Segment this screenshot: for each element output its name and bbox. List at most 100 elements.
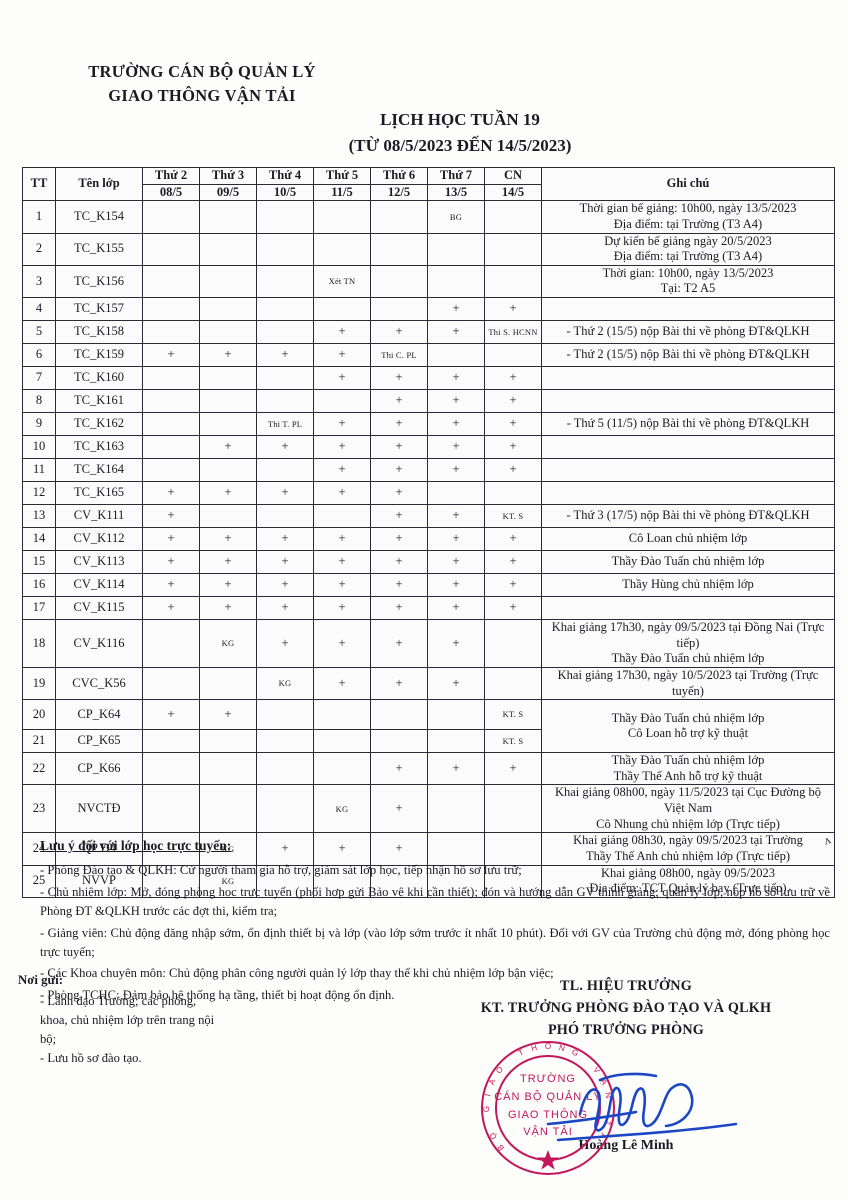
schedule-cell-day-5: + [427, 458, 485, 482]
column-header-day-5: Thứ 7 [427, 167, 485, 185]
note-cell [541, 435, 835, 459]
column-date-3: 11/5 [313, 183, 371, 202]
note-line: Cô Loan chủ nhiệm lớp [628, 531, 748, 546]
schedule-cell-day-1: + [199, 343, 257, 367]
schedule-cell-day-3 [313, 504, 371, 528]
online-class-notes: Lưu ý đối với lớp học trực tuyến: - Phòn… [40, 838, 830, 1008]
schedule-cell-day-0 [142, 297, 200, 321]
class-name: CP_K64 [55, 699, 143, 731]
schedule-cell-day-5: + [427, 297, 485, 321]
note-line: - Thứ 3 (17/5) nộp Bài thi về phòng ĐT&Q… [566, 508, 810, 523]
schedule-cell-day-5 [427, 264, 485, 299]
schedule-cell-day-6: + [484, 458, 542, 482]
schedule-cell-day-2: KG [256, 666, 314, 701]
class-name: NVCTĐ [55, 784, 143, 834]
organization-name: TRƯỜNG CÁN BỘ QUẢN LÝ GIAO THÔNG VẬN TẢI [42, 60, 362, 108]
schedule-cell-day-5 [427, 784, 485, 834]
organization-line-2: GIAO THÔNG VẬN TẢI [108, 85, 296, 105]
page-subtitle: (TỪ 08/5/2023 ĐẾN 14/5/2023) [348, 135, 572, 155]
table-row: 5 TC_K158 + + + Thi S. HCNN - Thứ 2 (15/5) nộp… [22, 320, 835, 344]
schedule-cell-day-0 [142, 264, 200, 299]
schedule-cell-day-5: + [427, 550, 485, 574]
class-name: TC_K160 [55, 366, 143, 390]
schedule-cell-day-0: + [142, 596, 200, 620]
row-index: 1 [22, 200, 56, 234]
note-cell [541, 458, 835, 482]
schedule-cell-day-5: + [427, 752, 485, 786]
schedule-cell-day-2 [256, 232, 314, 266]
schedule-cell-day-3: + [313, 573, 371, 597]
note-cell: Khai giảng 08h30, ngày 09/5/2023 tại Trư… [541, 832, 835, 866]
note-cell: Thầy Đào Tuấn chủ nhiệm lớp [541, 550, 835, 574]
schedule-cell-day-1: + [199, 481, 257, 505]
schedule-cell-day-6: + [484, 389, 542, 413]
schedule-cell-day-0: + [142, 481, 200, 505]
schedule-cell-day-6: + [484, 527, 542, 551]
schedule-cell-day-1: + [199, 527, 257, 551]
schedule-cell-day-4: + [370, 550, 428, 574]
note-line: - Thứ 5 (11/5) nộp Bài thi về phòng ĐT&Q… [566, 416, 810, 431]
schedule-cell-day-0 [142, 435, 200, 459]
schedule-table: TT Tên lớp Thứ 2 Thứ 3 Thứ 4 Thứ 5 Thứ 6… [22, 166, 835, 898]
column-header-note: Ghi chú [541, 166, 835, 202]
note-cell: Khai giảng 08h00, ngày 11/5/2023 tại Cục… [541, 784, 835, 834]
schedule-cell-day-2 [256, 297, 314, 321]
schedule-cell-day-6: + [484, 596, 542, 620]
schedule-cell-day-2 [256, 366, 314, 390]
schedule-cell-day-3: + [313, 366, 371, 390]
schedule-cell-day-1 [199, 200, 257, 234]
schedule-cell-day-6 [484, 232, 542, 266]
schedule-cell-day-6 [484, 264, 542, 299]
table-row: 6 TC_K159 + + + + Thi C. PL - Thứ 2 (15/5) nộp … [22, 343, 835, 367]
signature-line-1: TL. HIỆU TRƯỞNG [560, 978, 692, 994]
row-index: 19 [22, 666, 56, 701]
class-name: CP_K65 [55, 729, 143, 754]
schedule-cell-day-1 [199, 320, 257, 344]
schedule-cell-day-3 [313, 729, 371, 754]
schedule-cell-day-5 [427, 232, 485, 266]
schedule-cell-day-3 [313, 232, 371, 266]
class-name: CV_K112 [55, 527, 143, 551]
class-name: TC_K165 [55, 481, 143, 505]
schedule-cell-day-0 [142, 320, 200, 344]
class-name: TC_K159 [55, 343, 143, 367]
schedule-cell-day-0 [142, 389, 200, 413]
schedule-cell-day-3: + [313, 596, 371, 620]
schedule-cell-day-5 [427, 864, 485, 898]
schedule-cell-day-5: + [427, 435, 485, 459]
schedule-cell-day-4: + [370, 504, 428, 528]
schedule-cell-day-5 [427, 481, 485, 505]
note-paragraph: - Các Khoa chuyên môn: Chủ động phân côn… [40, 966, 554, 981]
schedule-cell-day-4: + [370, 366, 428, 390]
note-line: Thầy Hùng chủ nhiệm lớp [622, 577, 754, 592]
schedule-cell-day-3: Xét TN [313, 264, 371, 299]
schedule-cell-day-3: KG [313, 784, 371, 834]
schedule-cell-day-1 [199, 729, 257, 754]
schedule-cell-day-4 [370, 297, 428, 321]
schedule-cell-day-2 [256, 729, 314, 754]
schedule-cell-day-1 [199, 784, 257, 834]
schedule-cell-day-0 [142, 232, 200, 266]
column-date-4: 12/5 [370, 183, 428, 202]
schedule-cell-day-4 [370, 232, 428, 266]
table-row: 3 TC_K156 Xét TN Thời gian: 10h00, ngày 13/… [22, 264, 835, 299]
schedule-cell-day-1: + [199, 596, 257, 620]
class-name: QP Đ4 [55, 832, 143, 866]
schedule-cell-day-2 [256, 784, 314, 834]
column-date-5: 13/5 [427, 183, 485, 202]
notes-list: - Phòng Đào tạo & QLKH: Cử người tham gi… [40, 861, 830, 1005]
row-index: 25 [22, 864, 56, 898]
schedule-cell-day-4: + [370, 481, 428, 505]
table-row: 18 CV_K116 KG + + + + Khai giảng 17h30, ngày 09… [22, 619, 835, 668]
schedule-cell-day-3: + [313, 481, 371, 505]
column-date-6: 14/5 [484, 183, 542, 202]
schedule-cell-day-3: + [313, 320, 371, 344]
document-title-block: LỊCH HỌC TUẦN 19 (TỪ 08/5/2023 ĐẾN 14/5/… [180, 107, 740, 158]
row-index: 2 [22, 232, 56, 266]
schedule-cell-day-0: + [142, 527, 200, 551]
row-index: 15 [22, 550, 56, 574]
note-line: Cô Loan hỗ trợ kỹ thuật [627, 726, 749, 741]
note-cell: Cô Loan chủ nhiệm lớp [541, 527, 835, 551]
schedule-cell-day-1 [199, 752, 257, 786]
class-name: CV_K113 [55, 550, 143, 574]
